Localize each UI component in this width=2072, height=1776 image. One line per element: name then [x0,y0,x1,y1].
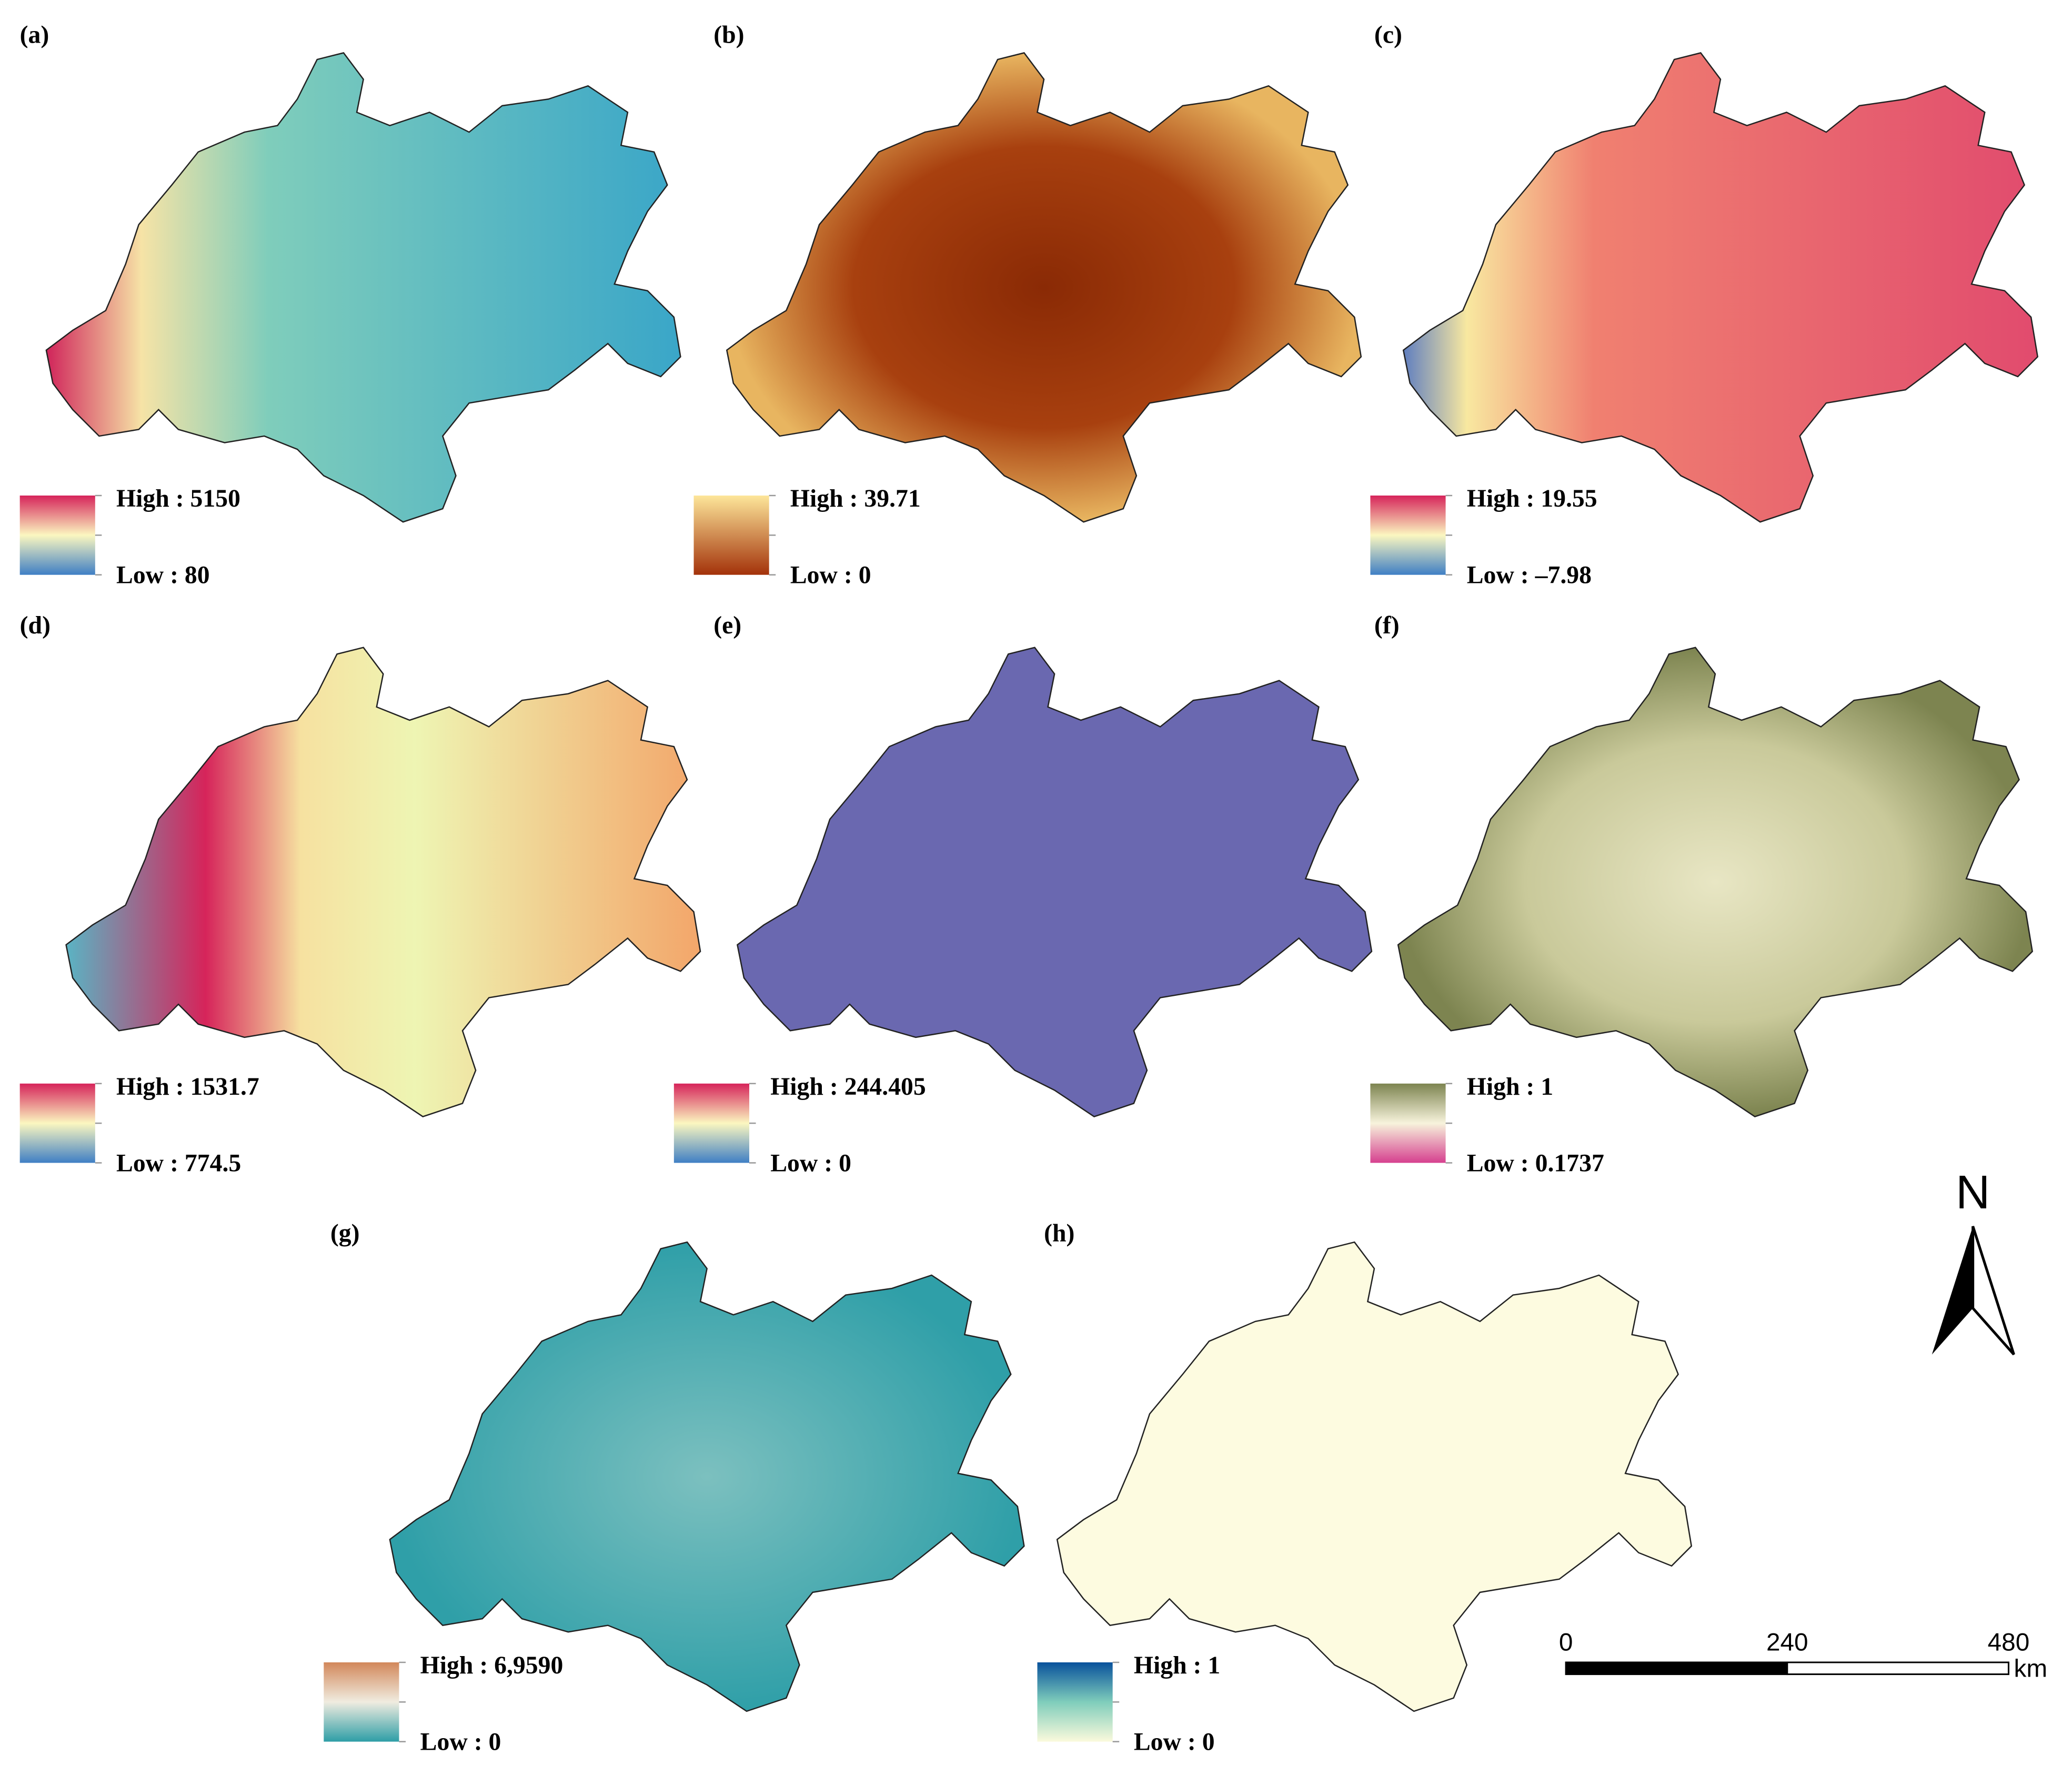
panel-label: (f) [1374,611,1400,639]
region [726,52,1362,523]
legend-low: Low : 774.5 [116,1149,241,1177]
legend-ramp [19,1083,95,1163]
panel-label: (c) [1374,21,1402,48]
legend-high: High : 19.55 [1467,485,1597,512]
north-arrow [1932,1226,1973,1355]
legend-high: High : 6,9590 [420,1651,564,1679]
legend-high: High : 1531.7 [116,1073,259,1101]
legend-ramp [1370,495,1446,575]
panel-label: (h) [1044,1219,1074,1247]
legend-low: Low : 80 [116,561,210,589]
scale-segment [1565,1661,1788,1676]
region [45,52,681,523]
legend-ramp [673,1083,750,1163]
region [1056,1241,1692,1712]
legend-low: Low : 0 [1134,1728,1215,1756]
map [1402,52,2038,523]
scale-label: 480 [1988,1628,2030,1656]
scale-segment [1786,1661,2009,1676]
panel-label: (e) [713,611,741,639]
legend-ramp [693,495,769,575]
panel-label: (g) [330,1219,360,1247]
legend-ramp [1370,1083,1446,1163]
legend-high: High : 1 [1134,1651,1220,1679]
legend-low: Low : 0 [790,561,871,589]
map [737,647,1373,1117]
legend-high: High : 39.71 [790,485,921,512]
map [1056,1241,1692,1712]
scale-label: 0 [1559,1628,1573,1656]
north-label: N [1956,1166,1990,1219]
map [726,52,1362,523]
region [1397,647,2033,1117]
region [737,647,1373,1117]
panel-label: (a) [20,21,49,48]
scale-unit: km [2014,1655,2047,1683]
legend-ramp [1037,1662,1113,1742]
legend-low: Low : 0 [770,1149,851,1177]
map [389,1241,1025,1712]
map [65,647,701,1117]
panel-label: (d) [20,611,51,639]
region [1402,52,2038,523]
legend-high: High : 244.405 [770,1073,926,1101]
map [1397,647,2033,1117]
legend-low: Low : 0.1737 [1467,1149,1604,1177]
map [45,52,681,523]
legend-high: High : 5150 [116,485,240,512]
region [65,647,701,1117]
legend-high: High : 1 [1467,1073,1553,1101]
legend-ramp [19,495,95,575]
scale-label: 240 [1766,1628,1808,1656]
legend-ramp [324,1662,399,1742]
panel-label: (b) [713,21,744,48]
north-arrow [1972,1226,2015,1356]
legend-low: Low : –7.98 [1467,561,1592,589]
legend-low: Low : 0 [420,1728,501,1756]
region [389,1241,1025,1712]
